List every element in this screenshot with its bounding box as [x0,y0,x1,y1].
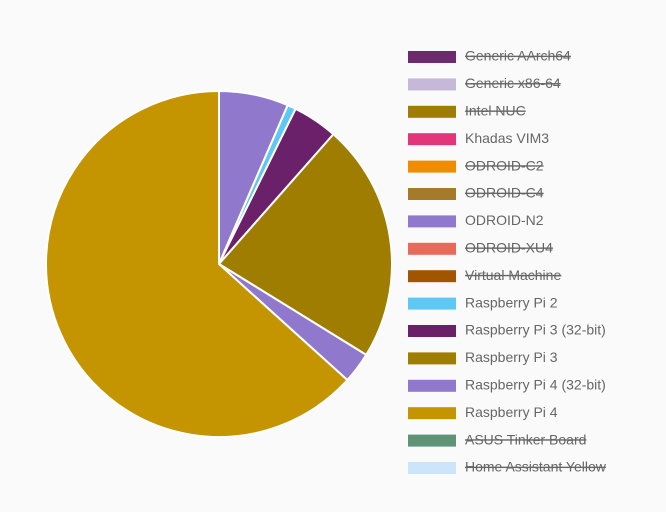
pie-slice [45,89,349,438]
legend-label[interactable]: ODROID-N2 [465,212,544,228]
legend-swatch[interactable] [408,270,456,283]
legend-label[interactable]: Generic x86-64 [465,75,561,91]
legend-label[interactable]: Generic AArch64 [465,48,571,64]
legend-swatch[interactable] [408,133,456,146]
legend-swatch[interactable] [408,434,456,447]
legend-label[interactable]: Raspberry Pi 4 [465,404,558,420]
legend-swatch[interactable] [408,242,456,255]
legend-swatch[interactable] [408,407,456,420]
legend-swatch[interactable] [408,160,456,173]
legend-swatch[interactable] [408,51,456,63]
legend-label[interactable]: ODROID-XU4 [465,240,553,256]
legend-swatch[interactable] [408,352,456,365]
legend-swatch[interactable] [408,105,456,118]
legend-swatch[interactable] [408,379,456,392]
legend-label[interactable]: ASUS Tinker Board [465,431,586,447]
legend-label[interactable]: Home Assistant Yellow [465,459,607,475]
legend-label[interactable]: ODROID-C4 [465,185,544,201]
legend-label[interactable]: Virtual Machine [465,267,561,283]
legend-swatch[interactable] [408,188,456,200]
legend-label[interactable]: Raspberry Pi 3 (32-bit) [465,322,606,338]
legend-label[interactable]: Khadas VIM3 [465,130,549,146]
legend-swatch[interactable] [408,462,456,474]
legend-swatch[interactable] [408,297,456,310]
legend-label[interactable]: Raspberry Pi 3 [465,349,558,365]
legend-label[interactable]: Raspberry Pi 4 (32-bit) [465,377,606,393]
legend-label[interactable]: Raspberry Pi 2 [465,294,558,310]
legend-swatch[interactable] [408,325,456,337]
legend-swatch[interactable] [408,78,456,91]
legend-swatch[interactable] [408,215,456,228]
pie-slice [217,132,393,357]
legend-label[interactable]: ODROID-C2 [465,157,544,173]
legend-label[interactable]: Intel NUC [465,103,526,119]
